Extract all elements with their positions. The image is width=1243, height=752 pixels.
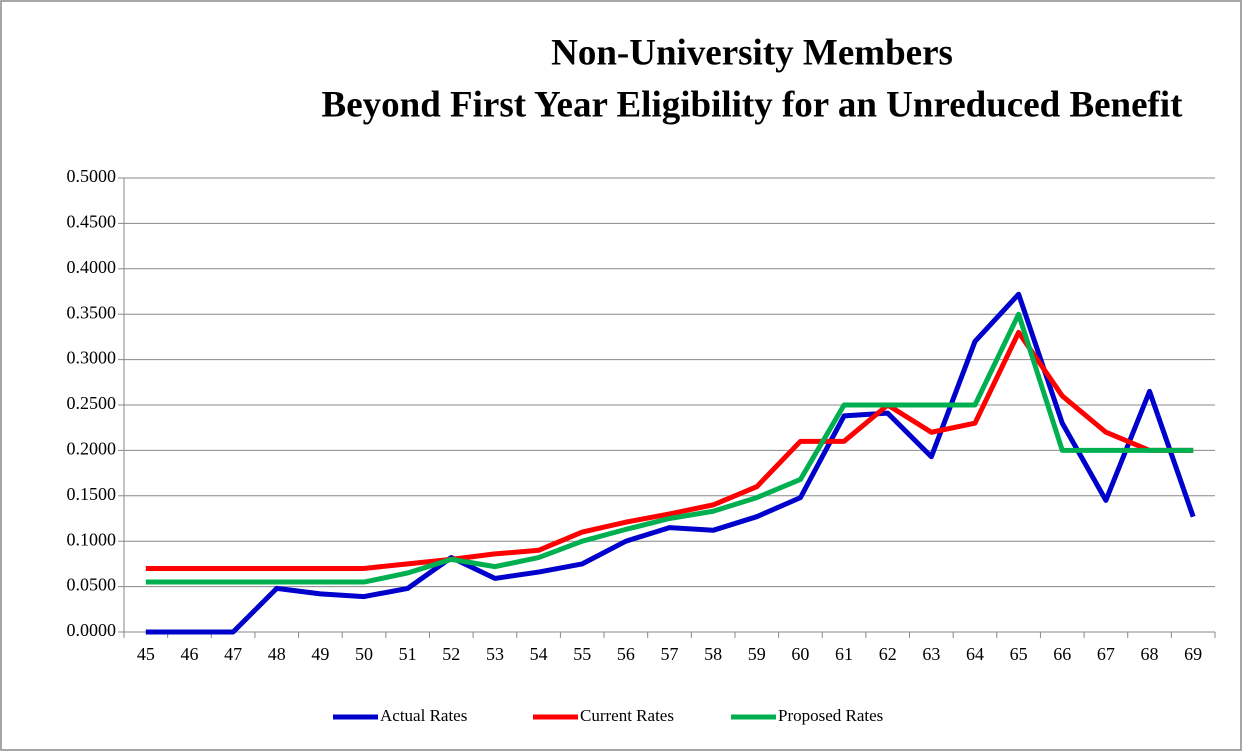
data-line — [145, 291, 1196, 635]
x-tick-label: 67 — [1097, 644, 1115, 664]
y-tick-label: 0.0500 — [67, 575, 117, 595]
x-tick-label: 60 — [791, 644, 809, 664]
x-tick-label: 69 — [1184, 644, 1202, 664]
x-tick-label: 59 — [748, 644, 766, 664]
x-tick-label: 45 — [137, 644, 155, 664]
x-tick-label: 62 — [879, 644, 897, 664]
y-tick-label: 0.4500 — [67, 212, 117, 232]
x-tick-label: 68 — [1141, 644, 1159, 664]
data-line — [145, 311, 1194, 585]
chart-title: Non-University Members — [551, 32, 953, 73]
x-tick-label: 54 — [530, 644, 548, 664]
legend-label: Actual Rates — [380, 706, 467, 725]
x-tick-label: 48 — [268, 644, 286, 664]
y-tick-label: 0.2000 — [67, 439, 117, 459]
x-tick-label: 50 — [355, 644, 373, 664]
y-tick-label: 0.1500 — [67, 484, 117, 504]
y-tick-label: 0.3500 — [67, 302, 117, 322]
x-tick-label: 57 — [661, 644, 679, 664]
legend-label: Current Rates — [580, 706, 674, 725]
y-tick-label: 0.0000 — [67, 620, 117, 640]
data-line — [145, 329, 1194, 571]
x-tick-label: 49 — [311, 644, 329, 664]
y-tick-label: 0.5000 — [67, 166, 117, 186]
chart-title: Beyond First Year Eligibility for an Unr… — [322, 84, 1184, 125]
x-tick-label: 46 — [180, 644, 198, 664]
x-tick-label: 47 — [224, 644, 242, 664]
x-tick-label: 51 — [399, 644, 417, 664]
y-tick-label: 0.3000 — [67, 348, 117, 368]
x-tick-label: 61 — [835, 644, 853, 664]
x-tick-label: 65 — [1010, 644, 1028, 664]
x-tick-label: 55 — [573, 644, 591, 664]
y-tick-label: 0.4000 — [67, 257, 117, 277]
y-tick-label: 0.1000 — [67, 529, 117, 549]
y-tick-label: 0.2500 — [67, 393, 117, 413]
x-tick-label: 56 — [617, 644, 635, 664]
x-tick-label: 52 — [442, 644, 460, 664]
legend-label: Proposed Rates — [778, 706, 883, 725]
x-tick-label: 63 — [922, 644, 940, 664]
x-tick-label: 64 — [966, 644, 984, 664]
x-tick-label: 58 — [704, 644, 722, 664]
x-tick-label: 53 — [486, 644, 504, 664]
x-tick-label: 66 — [1053, 644, 1071, 664]
